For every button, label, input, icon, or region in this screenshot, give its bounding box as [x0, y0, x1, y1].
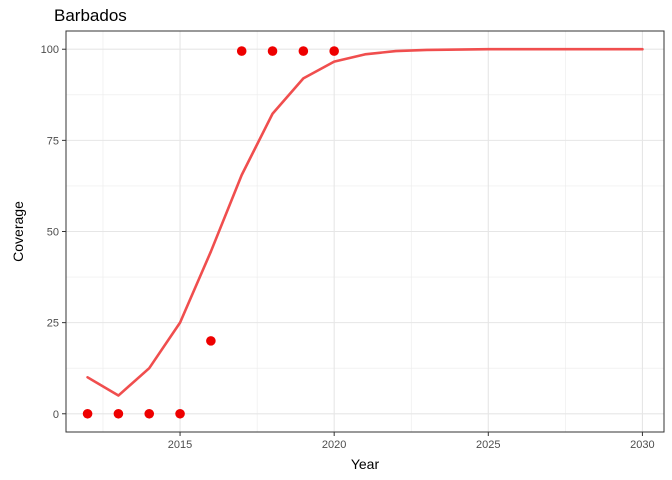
y-tick-label: 100 — [41, 44, 59, 56]
y-tick-label: 50 — [47, 227, 59, 239]
data-point — [206, 336, 216, 346]
y-axis: 0 25 50 75 100 — [41, 44, 66, 421]
data-point — [113, 408, 124, 419]
data-point — [82, 408, 93, 419]
data-point — [267, 46, 278, 56]
x-tick-label: 2015 — [168, 439, 192, 451]
data-point — [175, 408, 185, 419]
data-point — [298, 46, 309, 56]
series-line — [86, 47, 644, 397]
y-tick-label: 0 — [53, 409, 59, 421]
major-gridlines — [66, 31, 664, 432]
data-point — [236, 46, 247, 56]
data-point — [329, 46, 339, 56]
x-axis-title: Year — [351, 456, 380, 472]
y-axis-title: Coverage — [10, 201, 26, 262]
data-point — [144, 408, 155, 419]
x-tick-label: 2020 — [322, 439, 346, 451]
chart-title: Barbados — [54, 6, 127, 25]
y-tick-label: 75 — [47, 135, 59, 147]
x-axis: 2015 2020 2025 2030 — [168, 432, 655, 451]
y-tick-label: 25 — [47, 318, 59, 330]
x-tick-label: 2025 — [476, 439, 500, 451]
series-layer — [82, 46, 644, 419]
minor-gridlines — [66, 31, 664, 432]
x-tick-label: 2030 — [630, 439, 654, 451]
